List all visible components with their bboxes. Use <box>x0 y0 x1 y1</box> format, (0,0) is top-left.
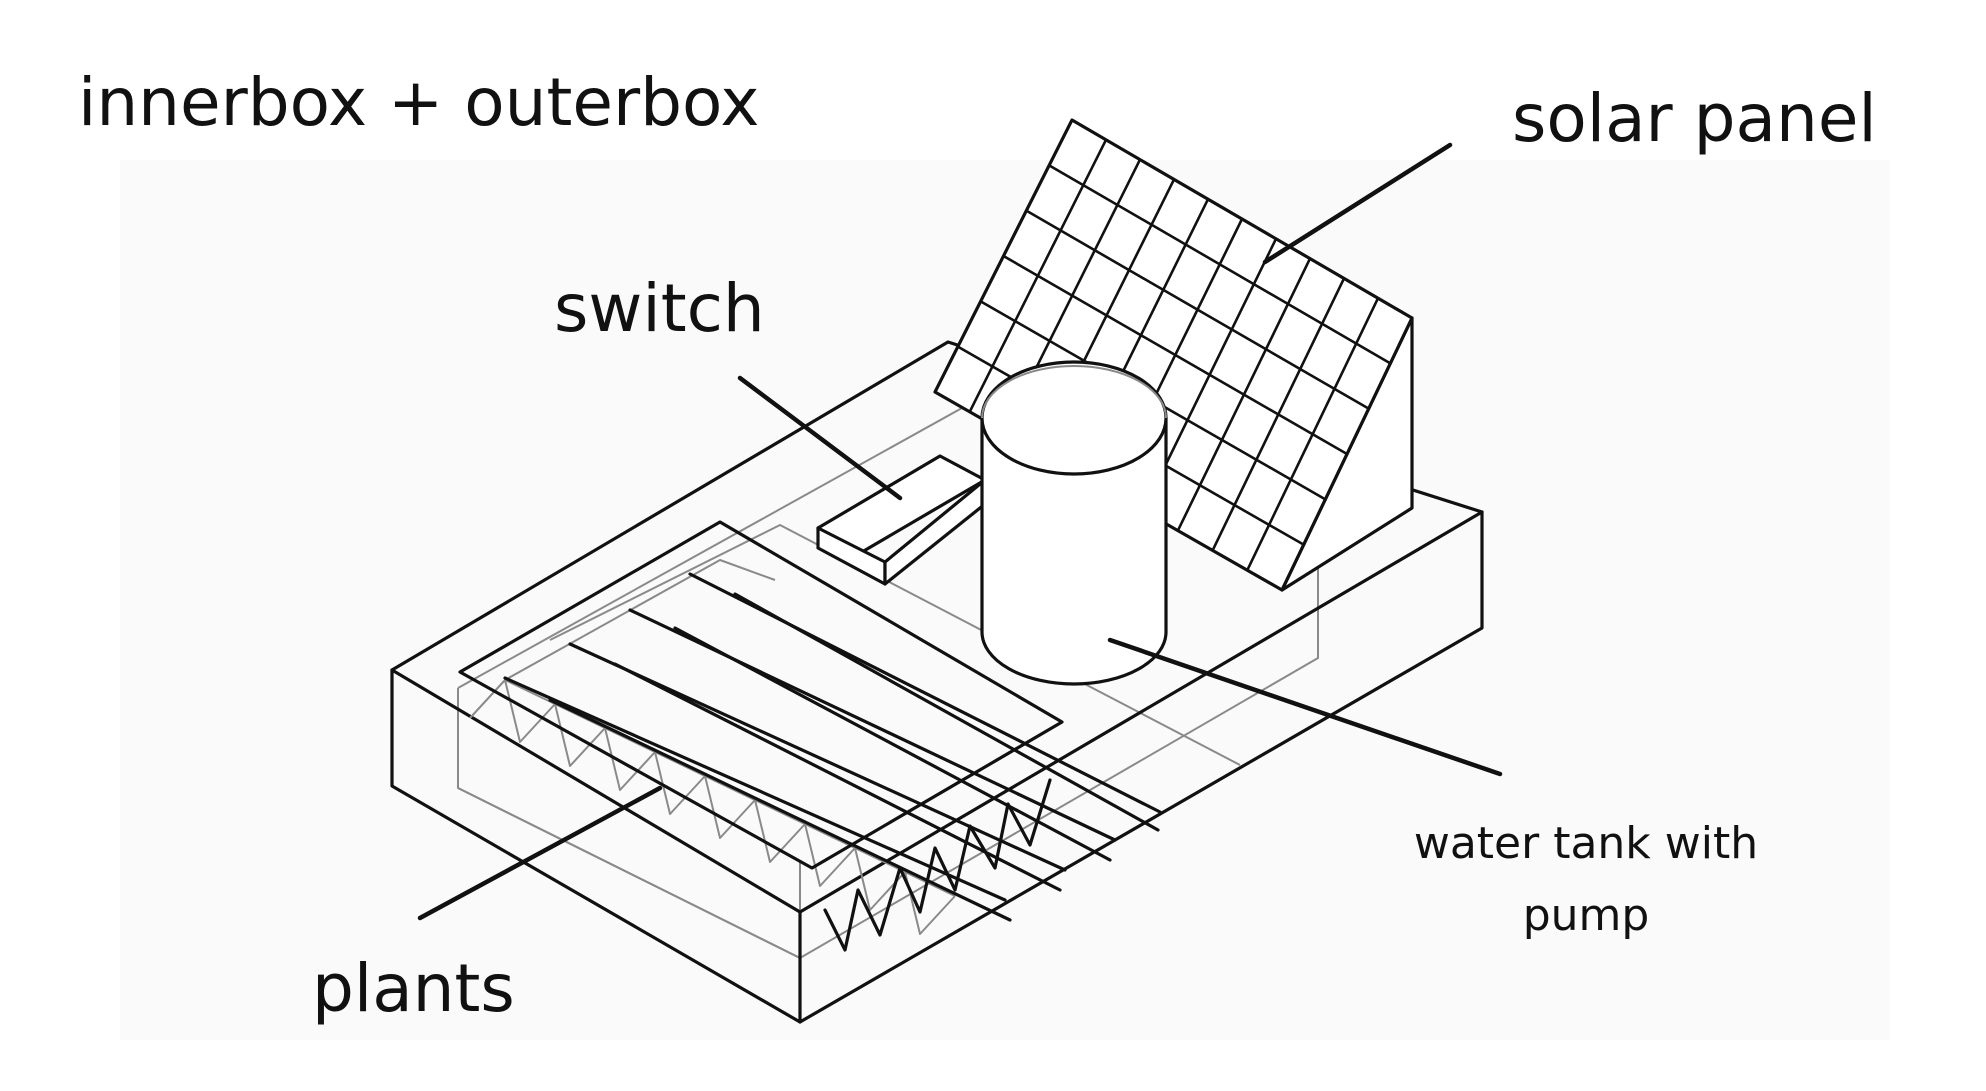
label-water-tank-line2: pump <box>1522 890 1650 941</box>
label-solar-panel: solar panel <box>1512 80 1877 157</box>
panel-grid-row-line <box>1002 254 1348 456</box>
plant-trough <box>458 520 1162 952</box>
diagram-title: innerbox + outerbox <box>78 64 760 141</box>
plant-frame <box>458 520 1064 870</box>
leader-solar-panel <box>1262 142 1453 265</box>
panel-grid-row-line <box>1025 209 1370 410</box>
outer-box <box>390 340 1484 1024</box>
panel-grid-row-line <box>1048 164 1391 365</box>
trough-sawtooth <box>469 679 956 935</box>
label-switch: switch <box>554 270 765 347</box>
leader-plants <box>417 785 663 921</box>
label-water-tank: water tank with pump <box>1376 808 1796 952</box>
switch-box <box>816 454 987 586</box>
leader-water-tank <box>1107 637 1503 777</box>
water-tank <box>980 360 1168 686</box>
label-plants: plants <box>312 950 515 1027</box>
trough-front-teeth <box>823 778 1052 952</box>
leader-switch <box>737 375 903 501</box>
label-water-tank-line1: water tank with <box>1413 818 1759 869</box>
